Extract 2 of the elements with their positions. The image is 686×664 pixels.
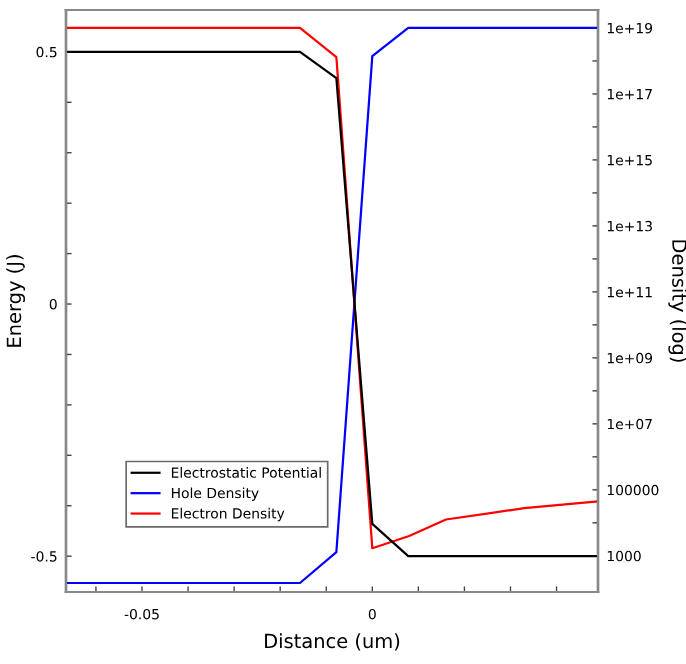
y-axis-title: Energy (J): [6, 255, 26, 347]
x-axis-title: Distance (um): [265, 633, 400, 651]
